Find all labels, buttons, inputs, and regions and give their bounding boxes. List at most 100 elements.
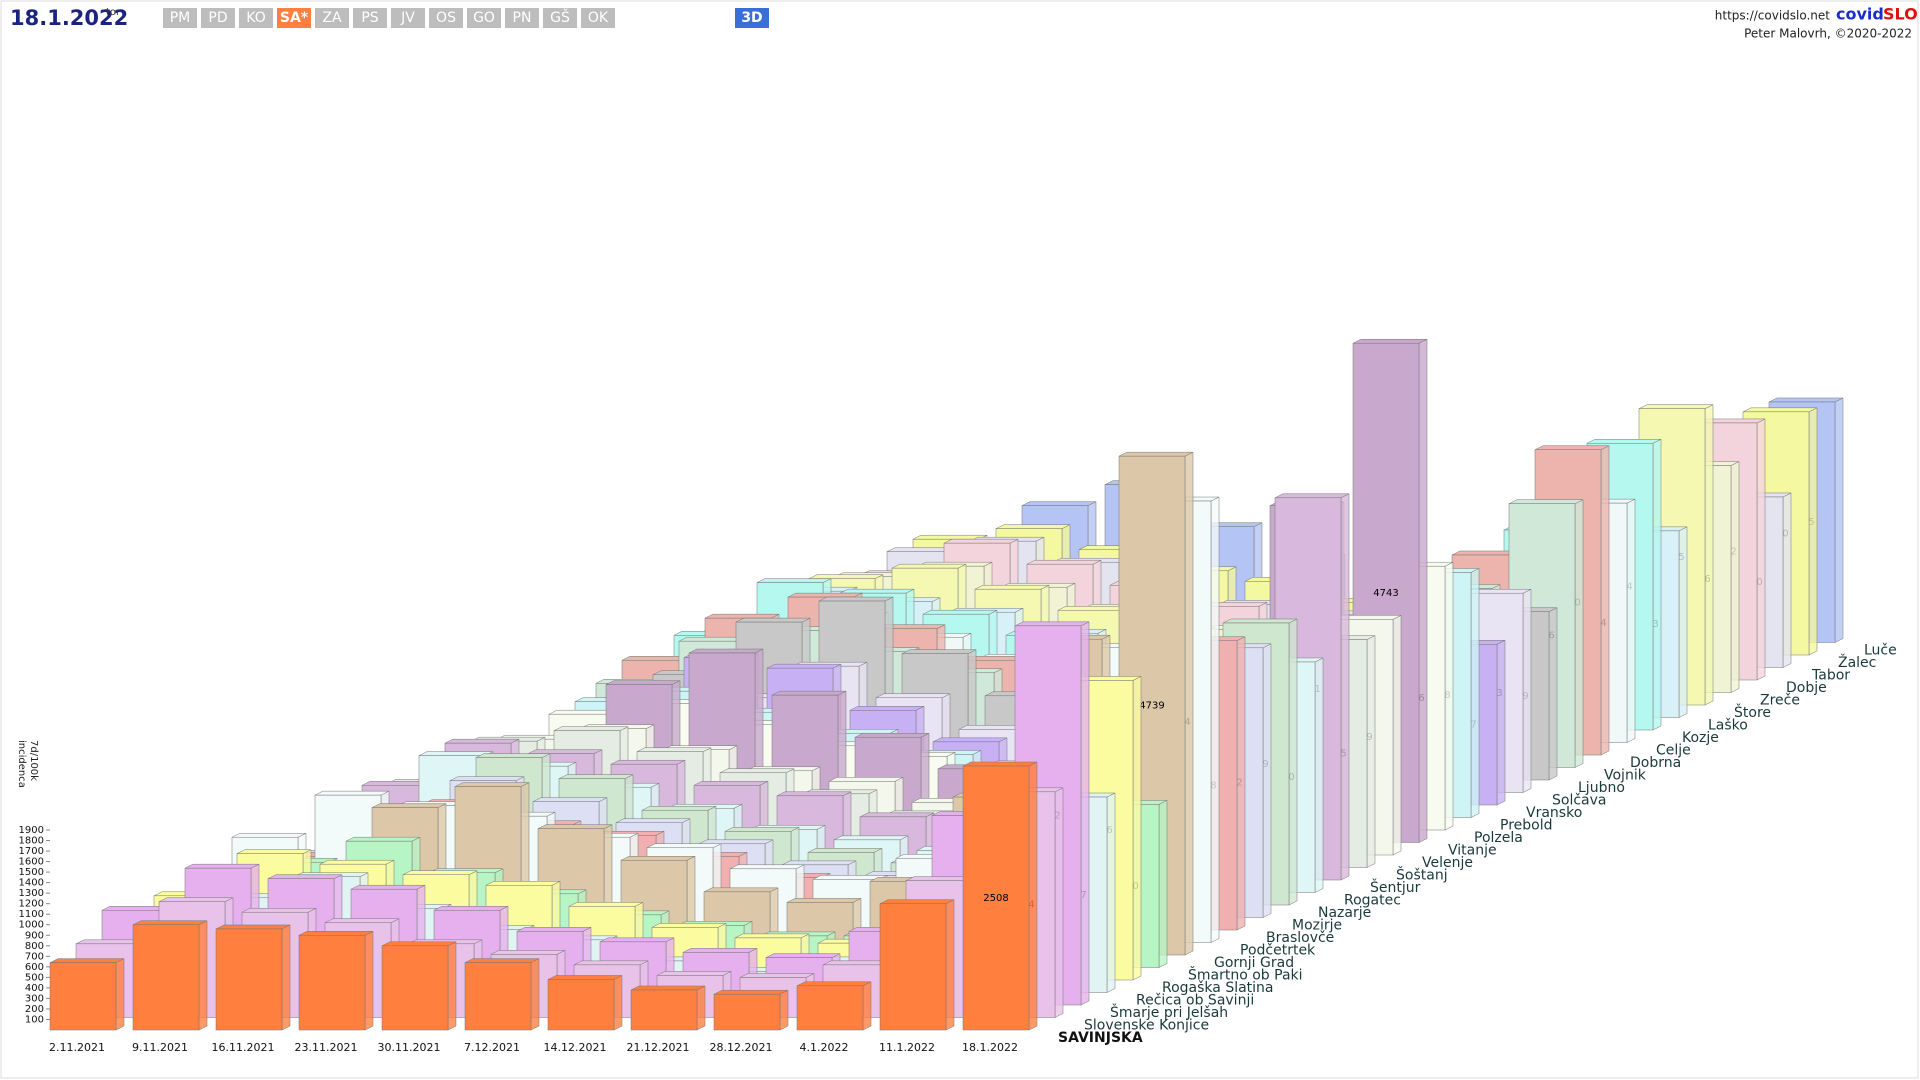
series-label: Vransko: [1526, 805, 1582, 821]
region-button[interactable]: [315, 8, 349, 28]
bar-side: [1028, 761, 1038, 1031]
bar-top: [974, 584, 1050, 590]
y-tick-label: 1100: [19, 909, 44, 920]
y-tick-label: 300: [25, 993, 44, 1004]
series-label: Rogaška Slatina: [1162, 980, 1274, 996]
region-button-label[interactable]: PM: [170, 10, 191, 26]
url[interactable]: https://covidslo.net: [1715, 9, 1831, 23]
mode-button-label[interactable]: 3D: [741, 10, 762, 26]
region-button-label[interactable]: PD: [208, 10, 227, 26]
bar-top: [849, 706, 925, 711]
y-title: incidenca: [16, 740, 27, 788]
region-button-label[interactable]: OS: [436, 10, 456, 26]
y-title: 7d/100k: [28, 740, 39, 781]
region-button[interactable]: [201, 8, 235, 28]
bar: [132, 924, 200, 1031]
bar-top: [381, 941, 457, 947]
bar-top: [636, 747, 712, 752]
bar-top: [620, 856, 696, 861]
y-tick-label: 1800: [19, 836, 44, 847]
bar-top: [704, 613, 780, 619]
bar-top: [532, 797, 608, 802]
series-label: Ljubno: [1578, 780, 1625, 796]
bar-top: [324, 918, 400, 924]
bar-top: [527, 749, 603, 754]
x-tick-label: 16.11.2021: [212, 1041, 275, 1054]
region-button-label[interactable]: ZA: [322, 10, 342, 26]
bar-top: [516, 927, 592, 932]
region-button[interactable]: [277, 8, 311, 28]
region-button[interactable]: [239, 8, 273, 28]
bar-top: [879, 899, 955, 904]
region-button[interactable]: [353, 8, 387, 28]
y-tick-label: 1400: [19, 878, 44, 889]
region-button-label[interactable]: OK: [588, 10, 609, 26]
bar-top: [859, 812, 935, 818]
region-button[interactable]: [581, 8, 615, 28]
bar-top: [132, 920, 208, 925]
bar-side: [1496, 639, 1506, 806]
series-label: Polzela: [1474, 830, 1523, 846]
bar-top: [682, 948, 758, 953]
bar-top: [765, 953, 841, 958]
region-button-label[interactable]: GŠ: [550, 8, 570, 26]
bar-top: [698, 839, 774, 845]
region-button-label[interactable]: KO: [246, 10, 265, 26]
bar-top: [485, 881, 561, 886]
bar-side: [1470, 568, 1480, 818]
series-label: Šoštanj: [1396, 866, 1448, 884]
bar-top: [215, 924, 291, 930]
series-label: Mozirje: [1292, 918, 1342, 934]
series-label: Tabor: [1811, 668, 1850, 684]
bar-side: [530, 958, 540, 1031]
bar-side: [1392, 614, 1402, 856]
series-label: Luče: [1864, 643, 1897, 659]
bar: [298, 935, 366, 1031]
region-button-label[interactable]: SA*: [280, 10, 309, 26]
region-button-label[interactable]: PS: [361, 10, 378, 26]
bar: [49, 962, 117, 1031]
bar-top: [1586, 439, 1662, 444]
bar-top: [615, 818, 691, 824]
bar-top: [433, 906, 509, 911]
bar-top: [796, 981, 872, 987]
x-tick-label: 23.11.2021: [295, 1041, 358, 1054]
bar: [879, 903, 947, 1031]
region-button[interactable]: [163, 8, 197, 28]
x-tick-label: 21.12.2021: [627, 1041, 690, 1054]
bar-top: [573, 960, 649, 966]
bar-top: [818, 596, 894, 602]
bar-top: [641, 806, 717, 811]
region-button[interactable]: [467, 8, 501, 28]
bar-top: [786, 898, 862, 903]
bar-top: [1768, 397, 1844, 403]
region-button-label[interactable]: PN: [513, 10, 532, 26]
bar: [796, 985, 864, 1031]
region-button[interactable]: [505, 8, 539, 28]
bar-side: [1522, 588, 1532, 793]
y-tick-label: 900: [25, 930, 44, 941]
region-button[interactable]: [391, 8, 425, 28]
series-label: Braslovče: [1266, 930, 1334, 946]
series-label: Rečica ob Savinji: [1136, 993, 1254, 1009]
region-button[interactable]: [543, 8, 577, 28]
bar-side: [696, 985, 706, 1031]
x-tick-label: 30.11.2021: [378, 1041, 441, 1054]
bar-top: [713, 989, 789, 995]
bar-top: [875, 693, 951, 699]
bar-top: [771, 690, 847, 696]
bar-top: [833, 835, 909, 841]
region-button-label[interactable]: GO: [473, 10, 495, 26]
bar-top: [345, 836, 421, 842]
bar-side: [1704, 404, 1714, 706]
bar: [962, 765, 1030, 1031]
region-button[interactable]: [429, 8, 463, 28]
x-tick-label: 18.1.2022: [962, 1041, 1018, 1054]
bar: [381, 945, 449, 1031]
region-button-label[interactable]: JV: [400, 10, 415, 26]
bar-top: [1021, 501, 1097, 506]
series-label: Dobje: [1786, 680, 1827, 696]
mode-button[interactable]: [735, 8, 769, 28]
bar-top: [464, 958, 540, 963]
